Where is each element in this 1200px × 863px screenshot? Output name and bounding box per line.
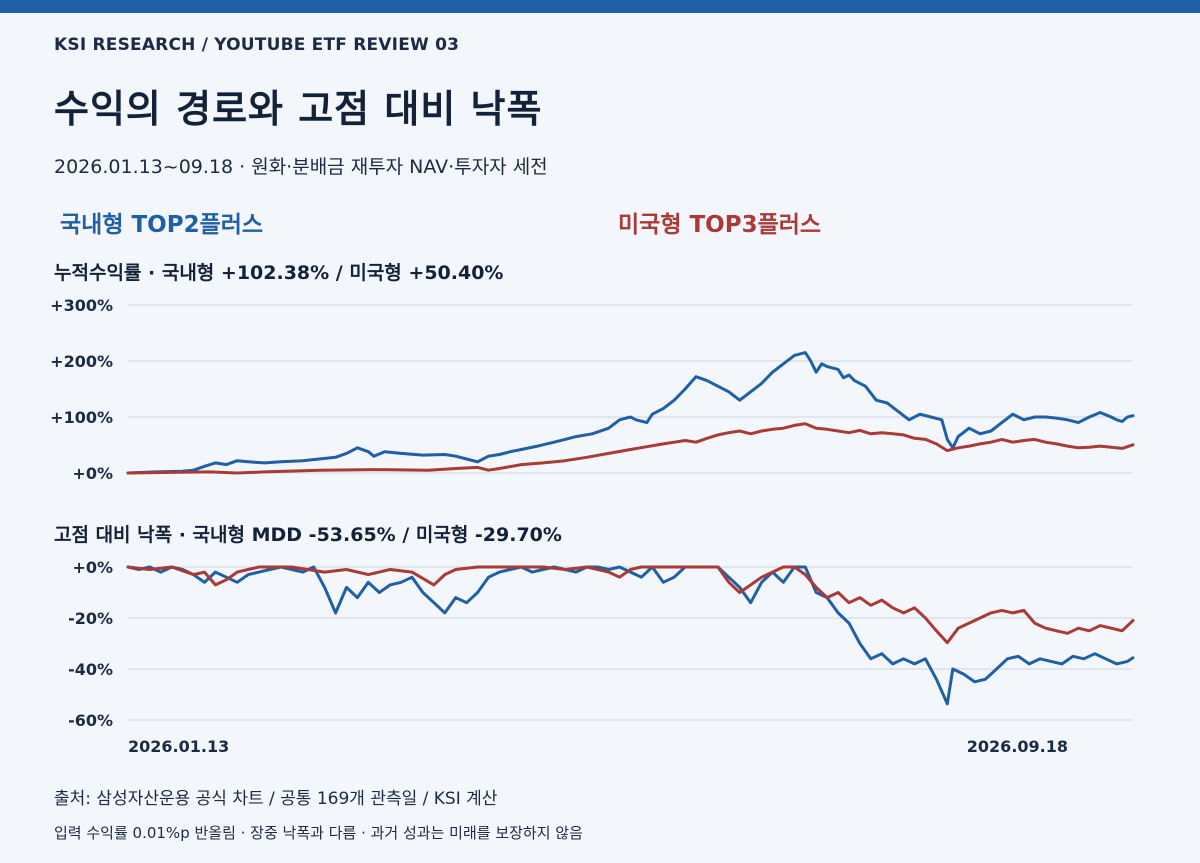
y-tick-label: -20% [68, 609, 113, 628]
y-tick-label: +300% [50, 296, 113, 315]
series-line-us [126, 422, 1135, 475]
drawdown-title: 고점 대비 낙폭 · 국내형 MDD -53.65% / 미국형 -29.70% [54, 524, 562, 546]
y-tick-label: -60% [68, 711, 113, 730]
y-tick-label: +100% [50, 408, 113, 427]
source-note: 출처: 삼성자산운용 공식 차트 / 공통 169개 관측일 / KSI 계산 [54, 789, 498, 809]
series-line-us [126, 565, 1135, 645]
legend-domestic: 국내형 TOP2플러스 [60, 212, 264, 238]
x-tick-label: 2026.01.13 [128, 737, 229, 756]
disclaimer-note: 입력 수익률 0.01%p 반올림 · 장중 낙폭과 다름 · 과거 성과는 미… [54, 824, 583, 842]
page-subtitle: 2026.01.13~09.18 · 원화·분배금 재투자 NAV·투자자 세전 [54, 156, 548, 178]
top-accent-bar [0, 0, 1200, 13]
series-line-domestic [126, 565, 1135, 706]
y-tick-label: -40% [68, 660, 113, 679]
x-tick-label: 2026.09.18 [967, 737, 1068, 756]
y-tick-label: +200% [50, 352, 113, 371]
cumulative-return-title: 누적수익률 · 국내형 +102.38% / 미국형 +50.40% [54, 262, 504, 284]
legend-us: 미국형 TOP3플러스 [618, 212, 822, 238]
y-tick-label: +0% [72, 464, 113, 483]
page-title: 수익의 경로와 고점 대비 낙폭 [54, 87, 543, 131]
report-kicker: KSI RESEARCH / YOUTUBE ETF REVIEW 03 [54, 35, 460, 55]
y-tick-label: +0% [72, 558, 113, 577]
series-line-domestic [126, 351, 1135, 475]
